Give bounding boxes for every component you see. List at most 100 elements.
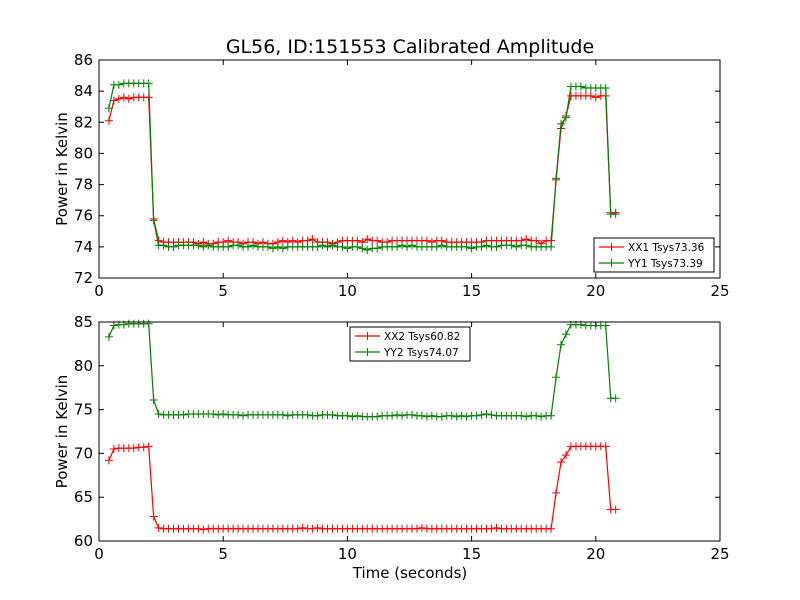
data-point — [308, 524, 317, 533]
data-point — [144, 79, 153, 88]
y-tick-label: 60 — [74, 532, 93, 550]
data-point — [313, 523, 322, 532]
data-point — [547, 524, 556, 533]
x-tick-label: 0 — [94, 282, 104, 300]
data-point — [407, 241, 416, 250]
chart-title: GL56, ID:151553 Calibrated Amplitude — [226, 36, 594, 58]
data-point — [611, 505, 620, 514]
data-point — [482, 241, 491, 250]
legend-marker — [607, 259, 616, 267]
data-point — [179, 410, 188, 419]
plot-frame — [98, 321, 721, 542]
y-tick-label: 75 — [74, 401, 93, 419]
data-point — [154, 409, 163, 418]
data-point — [363, 245, 372, 254]
data-point — [149, 512, 158, 521]
data-point — [601, 442, 610, 451]
data-point — [482, 409, 491, 418]
data-point — [194, 524, 203, 533]
data-point — [557, 119, 566, 128]
data-point — [557, 458, 566, 467]
data-point — [487, 524, 496, 533]
data-point — [313, 411, 322, 420]
data-point — [601, 84, 610, 93]
data-point — [204, 241, 213, 250]
data-point — [278, 236, 287, 245]
data-point — [348, 412, 357, 421]
data-point — [219, 409, 228, 418]
data-point — [353, 411, 362, 420]
data-point — [532, 411, 541, 420]
y-tick-label: 80 — [74, 144, 93, 162]
data-point — [298, 523, 307, 532]
data-point — [373, 236, 382, 245]
data-point — [586, 91, 595, 100]
data-point — [114, 80, 123, 89]
data-point — [457, 411, 466, 420]
data-point — [244, 242, 253, 251]
data-point — [517, 411, 526, 420]
data-point — [601, 321, 610, 330]
data-point — [507, 241, 516, 250]
data-point — [119, 93, 128, 102]
data-point — [512, 242, 521, 251]
y-tick-label: 72 — [74, 269, 93, 287]
data-point — [557, 340, 566, 349]
top-panel: 0 5 10 15 20 25 72 74 76 78 80 82 84 86 Power in Kelvi… — [53, 51, 730, 300]
data-point — [422, 412, 431, 421]
x-tick-label: 15 — [462, 282, 481, 300]
data-point — [462, 242, 471, 251]
data-point — [561, 330, 570, 339]
data-point — [139, 443, 148, 452]
data-point — [388, 411, 397, 420]
data-point — [154, 523, 163, 532]
data-point — [303, 410, 312, 419]
data-point — [447, 411, 456, 420]
data-point — [591, 93, 600, 102]
data-point — [104, 116, 113, 125]
data-point — [452, 412, 461, 421]
data-point — [522, 412, 531, 421]
data-point — [124, 94, 133, 103]
data-point — [561, 451, 570, 460]
data-point — [278, 244, 287, 253]
data-point — [278, 410, 287, 419]
data-point — [412, 524, 421, 533]
data-point — [552, 488, 561, 497]
y-tick-label: 80 — [74, 357, 93, 375]
data-point — [313, 242, 322, 251]
data-point — [268, 244, 277, 253]
data-point — [109, 321, 118, 330]
x-axis-label: Time (seconds) — [352, 564, 468, 582]
data-point — [234, 410, 243, 419]
data-point — [353, 242, 362, 251]
y-tick-label: 76 — [74, 207, 93, 225]
legend-marker — [363, 332, 372, 340]
data-point — [432, 242, 441, 251]
data-point — [104, 456, 113, 465]
data-point — [343, 411, 352, 420]
data-point — [373, 412, 382, 421]
data-point — [328, 241, 337, 250]
data-point — [487, 410, 496, 419]
legend: XX1 Tsys73.36 YY1 Tsys73.39 — [593, 237, 715, 273]
data-point — [437, 241, 446, 250]
data-point — [552, 174, 561, 183]
legend-box — [593, 237, 715, 273]
data-point — [328, 410, 337, 419]
data-point — [477, 410, 486, 419]
data-point — [224, 242, 233, 251]
data-point — [194, 241, 203, 250]
legend-label: YY1 Tsys73.39 — [627, 258, 703, 270]
legend-marker — [607, 243, 616, 251]
data-point — [149, 395, 158, 404]
data-point — [234, 241, 243, 250]
data-point — [358, 244, 367, 253]
data-point — [417, 523, 426, 532]
data-point — [393, 242, 402, 251]
legend: XX2 Tsys60.82 YY2 Tsys74.07 — [349, 326, 471, 362]
data-point — [109, 445, 118, 454]
data-point — [576, 82, 585, 91]
legend-label: YY2 Tsys74.07 — [383, 347, 459, 359]
